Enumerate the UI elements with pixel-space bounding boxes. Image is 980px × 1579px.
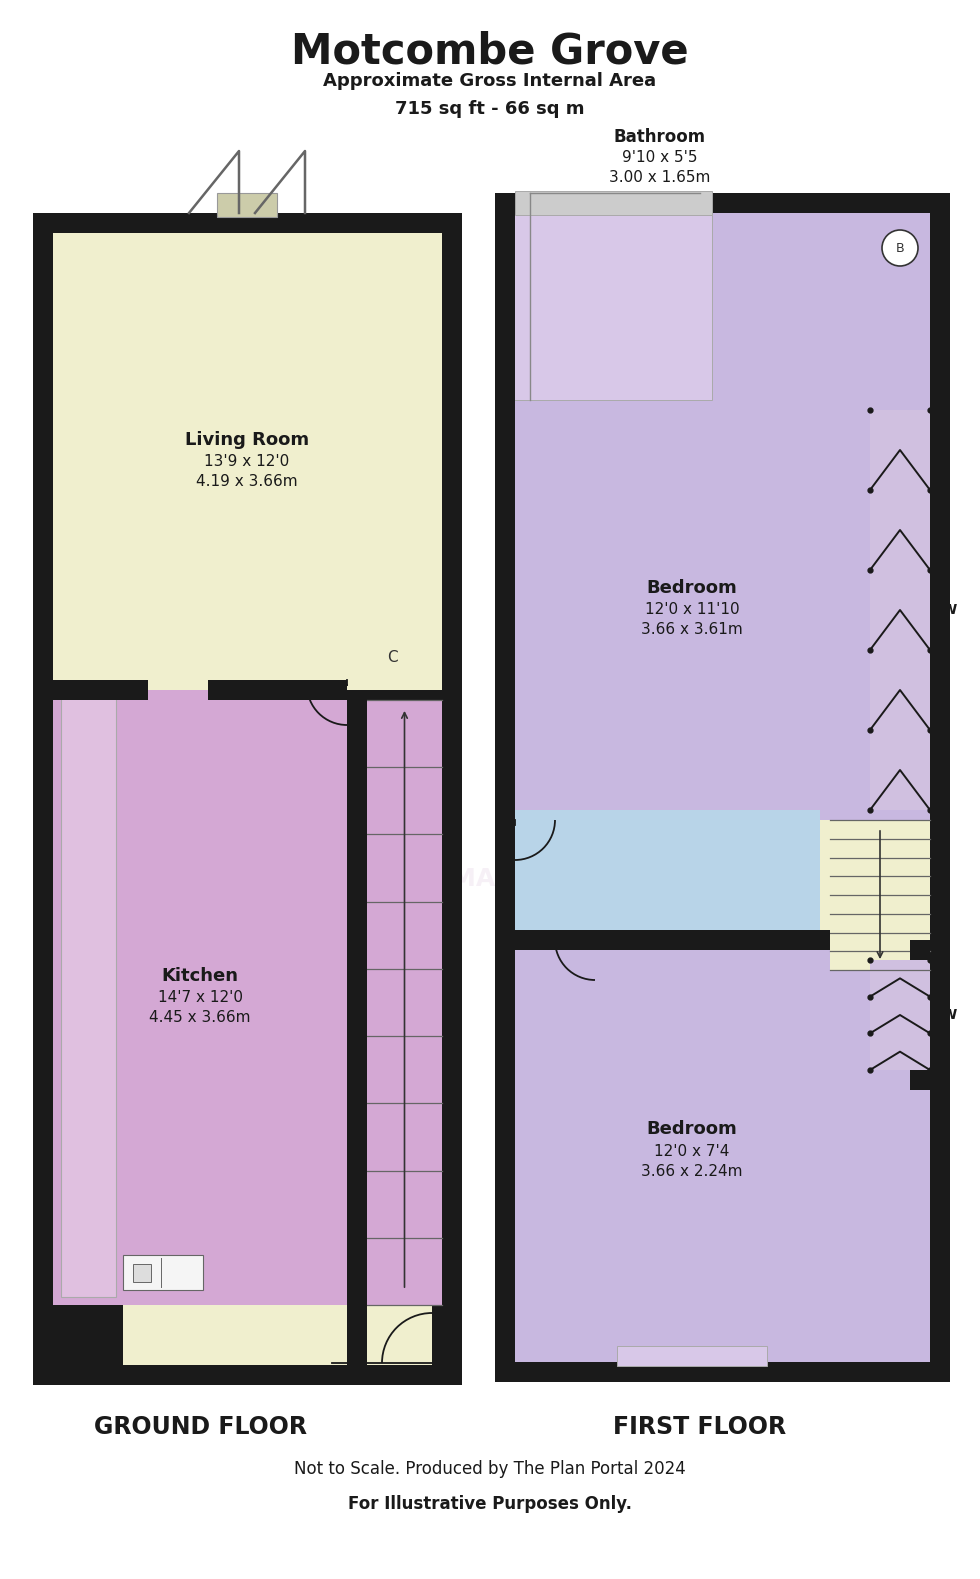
Text: IN: IN: [624, 698, 775, 820]
Bar: [217, 193, 277, 216]
Bar: [870, 411, 930, 810]
Bar: [33, 213, 462, 1385]
Text: Not to Scale. Produced by The Plan Portal 2024: Not to Scale. Produced by The Plan Porta…: [294, 1461, 686, 1478]
Bar: [870, 960, 930, 1071]
Text: FIRST FLOOR: FIRST FLOOR: [613, 1415, 787, 1438]
Bar: [617, 1345, 767, 1366]
Text: Living Room: Living Room: [185, 431, 309, 448]
Bar: [123, 1304, 432, 1364]
Bar: [53, 681, 148, 699]
Bar: [515, 810, 820, 940]
Text: MA: MA: [589, 568, 810, 690]
Text: 12'0 x 7'4: 12'0 x 7'4: [655, 1143, 730, 1159]
Text: IN: IN: [274, 698, 425, 820]
Text: MA: MA: [239, 568, 461, 690]
Text: B: B: [896, 242, 905, 254]
Bar: [347, 690, 367, 1364]
Bar: [53, 234, 442, 690]
Text: GROUND FLOOR: GROUND FLOOR: [93, 1415, 307, 1438]
Bar: [515, 930, 830, 951]
Bar: [515, 213, 712, 399]
Bar: [208, 681, 347, 699]
Bar: [367, 699, 442, 1304]
Text: 13'9 x 12'0: 13'9 x 12'0: [205, 455, 290, 469]
Bar: [515, 399, 930, 820]
Bar: [910, 1071, 930, 1090]
Text: Kitchen: Kitchen: [162, 966, 238, 985]
Text: W: W: [942, 603, 957, 617]
Text: C: C: [387, 651, 397, 665]
Bar: [515, 940, 930, 1363]
Text: For Illustrative Purposes Only.: For Illustrative Purposes Only.: [348, 1495, 632, 1513]
Text: Bedroom: Bedroom: [647, 579, 737, 597]
Text: Bedroom: Bedroom: [647, 1120, 737, 1138]
Text: 3.66 x 2.24m: 3.66 x 2.24m: [641, 1164, 743, 1178]
Text: 12'0 x 11'10: 12'0 x 11'10: [645, 603, 739, 617]
Bar: [53, 690, 347, 1304]
Text: Approximate Gross Internal Area: Approximate Gross Internal Area: [323, 73, 657, 90]
Text: 9'10 x 5'5: 9'10 x 5'5: [622, 150, 698, 164]
Text: 3.00 x 1.65m: 3.00 x 1.65m: [610, 171, 710, 185]
Text: 14'7 x 12'0: 14'7 x 12'0: [158, 990, 242, 1006]
Bar: [495, 193, 950, 1382]
Text: 4.45 x 3.66m: 4.45 x 3.66m: [149, 1011, 251, 1025]
Text: 715 sq ft - 66 sq m: 715 sq ft - 66 sq m: [395, 99, 585, 118]
Bar: [61, 698, 116, 1296]
Text: Bathroom: Bathroom: [613, 128, 706, 145]
Text: 3.66 x 3.61m: 3.66 x 3.61m: [641, 622, 743, 638]
Text: W: W: [942, 1007, 957, 1022]
Bar: [830, 820, 930, 970]
Circle shape: [882, 231, 918, 265]
Text: MAIN●MAIN.CO.UK: MAIN●MAIN.CO.UK: [356, 867, 624, 891]
Text: 4.19 x 3.66m: 4.19 x 3.66m: [196, 475, 298, 489]
Bar: [515, 191, 712, 215]
Bar: [123, 1255, 203, 1290]
Bar: [515, 820, 930, 940]
Text: Motcombe Grove: Motcombe Grove: [291, 30, 689, 73]
Bar: [910, 940, 930, 960]
Bar: [133, 1265, 151, 1282]
Bar: [515, 213, 712, 399]
Bar: [712, 213, 930, 399]
